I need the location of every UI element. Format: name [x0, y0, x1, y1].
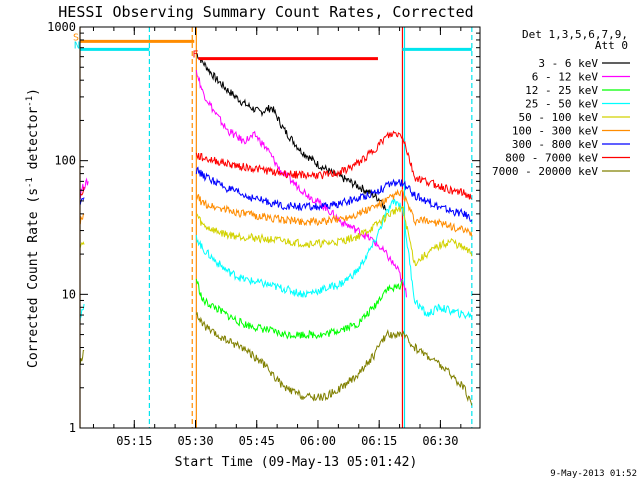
series-line-5-1 [195, 188, 473, 237]
series-line-8-0 [79, 350, 85, 374]
x-tick-label: 05:15 [116, 434, 152, 448]
series-lines [79, 52, 473, 406]
legend-entry-label-1: 6 - 12 keV [532, 71, 599, 84]
x-tick-label: 05:45 [239, 434, 275, 448]
x-tick-label: 06:30 [422, 434, 458, 448]
legend-entry-label-4: 50 - 100 keV [519, 111, 599, 124]
series-line-1-0 [79, 177, 89, 208]
footer-date: 9-May-2013 01:52 [550, 469, 637, 479]
legend-entry-label-7: 800 - 7000 keV [505, 152, 598, 165]
x-tick-label: 06:15 [361, 434, 397, 448]
plot-frame [79, 26, 481, 429]
annotation-bars: SN F [73, 32, 472, 61]
y-axis-label-text: Corrected Count Rate (s-1 detector-1) [25, 88, 41, 368]
y-tick-label: 1000 [47, 20, 76, 34]
series-line-8-1 [195, 312, 473, 406]
legend-entry-label-0: 3 - 6 keV [538, 57, 598, 70]
legend-entry-label-8: 7000 - 20000 keV [492, 165, 598, 178]
y-tick-label: 1 [69, 421, 76, 435]
y-tick-label: 10 [62, 287, 76, 301]
marker-lines [79, 27, 473, 428]
series-line-3-1 [195, 198, 473, 320]
chart-title: HESSI Observing Summary Count Rates, Cor… [58, 3, 473, 21]
axes: 1 10 100 1000 05:15 05:30 05:45 06:00 06:15 06:30 [47, 20, 481, 448]
series-line-6-1 [195, 166, 473, 223]
legend-entry-label-5: 100 - 300 keV [512, 125, 598, 138]
series-line-0-0 [196, 52, 387, 211]
legend-entry-label-3: 25 - 50 keV [525, 98, 598, 111]
annotation-label-0: S [73, 32, 79, 43]
series-line-4-0 [79, 241, 85, 252]
series-line-7-1 [195, 130, 472, 200]
y-axis-label: Corrected Count Rate (s-1 detector-1) [25, 88, 41, 368]
legend-entry-label-6: 300 - 800 keV [512, 138, 598, 151]
legend-header-1: Att 0 [595, 39, 628, 52]
x-tick-label: 05:30 [177, 434, 213, 448]
series-line-5-0 [79, 213, 85, 229]
legend-header-0: Det 1,3,5,6,7,9, [522, 28, 628, 41]
annotation-label-1: N [74, 40, 80, 51]
series-line-4-1 [196, 205, 473, 267]
x-axis-label: Start Time (09-May-13 05:01:42) [175, 455, 418, 470]
series-line-1-1 [195, 70, 407, 298]
series-line-2-0 [195, 278, 403, 340]
x-tick-label: 06:00 [300, 434, 336, 448]
y-tick-label: 100 [54, 154, 76, 168]
legend-entry-label-2: 12 - 25 keV [525, 84, 598, 97]
annotation-label-3: F [192, 50, 198, 61]
